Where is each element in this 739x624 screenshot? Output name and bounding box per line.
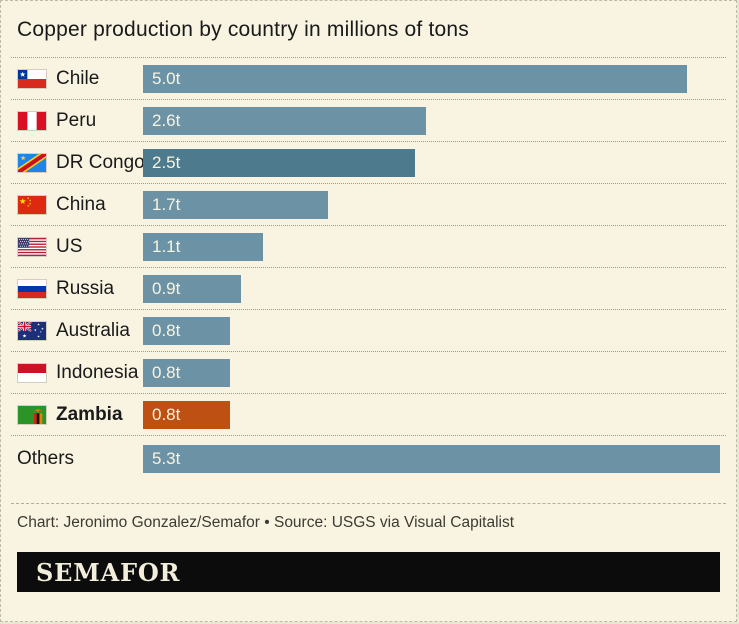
bar-track: 5.0t xyxy=(143,64,720,93)
value-bar: 0.9t xyxy=(143,274,241,303)
chile-flag xyxy=(17,68,47,89)
row-label-group: China xyxy=(17,194,143,216)
country-label: Australia xyxy=(56,319,130,341)
country-label: US xyxy=(56,235,83,257)
bar-track: 2.5t xyxy=(143,148,720,177)
row-label-group: Zambia xyxy=(17,404,143,426)
bar-track: 0.9t xyxy=(143,274,720,303)
russia-flag xyxy=(17,278,47,299)
bar-value-label: 5.0t xyxy=(152,68,181,88)
chart-row: US 1.1t xyxy=(11,226,726,268)
row-label-group: Peru xyxy=(17,110,143,132)
country-label: Peru xyxy=(56,109,97,131)
row-label-group: Chile xyxy=(17,68,143,90)
chart-row: DR Congo 2.5t xyxy=(11,142,726,184)
bar-value-label: 5.3t xyxy=(152,448,181,468)
chart-row: China 1.7t xyxy=(11,184,726,226)
value-bar: 0.8t xyxy=(143,358,231,387)
credit-line: Chart: Jeronimo Gonzalez/Semafor • Sourc… xyxy=(17,514,515,531)
bar-value-label: 2.6t xyxy=(152,110,181,130)
bar-value-label: 1.7t xyxy=(152,194,181,214)
bar-track: 2.6t xyxy=(143,106,720,135)
china-flag xyxy=(17,194,47,215)
bar-track: 0.8t xyxy=(143,358,720,387)
bar-value-label: 0.9t xyxy=(152,278,181,298)
chart-row: Peru 2.6t xyxy=(11,100,726,142)
value-bar: 2.5t xyxy=(143,148,416,177)
country-label: Russia xyxy=(56,277,115,299)
bar-chart: Chile 5.0t Peru 2.6t DR Congo 2.5t China 1.7t US… xyxy=(11,58,726,481)
bar-track: 1.1t xyxy=(143,232,720,261)
chart-title: Copper production by country in millions… xyxy=(11,1,726,58)
chart-row: Russia 0.9t xyxy=(11,268,726,310)
value-bar: 1.1t xyxy=(143,232,263,261)
bar-value-label: 0.8t xyxy=(152,362,181,382)
row-label-group: US xyxy=(17,236,143,258)
row-label-group: Indonesia xyxy=(17,362,143,384)
country-label: Zambia xyxy=(56,403,123,425)
dr-congo-flag xyxy=(17,152,47,173)
country-label: DR Congo xyxy=(56,151,145,173)
bar-value-label: 0.8t xyxy=(152,404,181,424)
bar-value-label: 2.5t xyxy=(152,152,181,172)
country-label: China xyxy=(56,193,106,215)
indonesia-flag xyxy=(17,362,47,383)
chart-row: Indonesia 0.8t xyxy=(11,352,726,394)
row-label-group: Australia xyxy=(17,320,143,342)
bar-track: 1.7t xyxy=(143,190,720,219)
value-bar: 5.0t xyxy=(143,64,688,93)
value-bar: 5.3t xyxy=(143,444,720,473)
row-label-group: Others xyxy=(17,448,143,470)
chart-row: Zambia 0.8t xyxy=(11,394,726,436)
row-label-group: Russia xyxy=(17,278,143,300)
country-label: Indonesia xyxy=(56,361,139,383)
value-bar: 0.8t xyxy=(143,316,231,345)
chart-row: Others 5.3t xyxy=(11,436,726,481)
bar-track: 0.8t xyxy=(143,400,720,429)
australia-flag xyxy=(17,320,47,341)
row-label-group: DR Congo xyxy=(17,151,145,174)
peru-flag xyxy=(17,110,47,131)
bar-value-label: 1.1t xyxy=(152,236,181,256)
us-flag xyxy=(17,236,47,257)
semafor-logo-bar: SEMAFOR xyxy=(17,552,720,592)
chart-row: Chile 5.0t xyxy=(11,58,726,100)
bar-track: 0.8t xyxy=(143,316,720,345)
zambia-flag xyxy=(17,404,47,425)
semafor-wordmark: SEMAFOR xyxy=(36,557,181,587)
bar-track: 5.3t xyxy=(143,444,720,473)
bar-value-label: 0.8t xyxy=(152,320,181,340)
chart-row: Australia 0.8t xyxy=(11,310,726,352)
value-bar: 1.7t xyxy=(143,190,329,219)
country-label: Others xyxy=(17,447,75,469)
value-bar: 2.6t xyxy=(143,106,427,135)
value-bar: 0.8t xyxy=(143,400,231,429)
country-label: Chile xyxy=(56,67,100,89)
chart-footer: Chart: Jeronimo Gonzalez/Semafor • Sourc… xyxy=(11,503,726,592)
